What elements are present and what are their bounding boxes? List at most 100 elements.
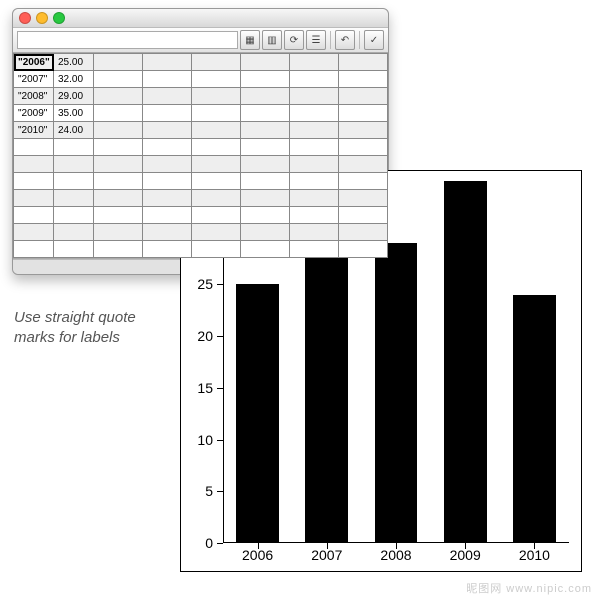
cell[interactable] — [54, 224, 94, 241]
cell[interactable] — [241, 173, 290, 190]
cell[interactable] — [94, 224, 143, 241]
cell[interactable] — [143, 105, 192, 122]
cell[interactable] — [290, 105, 339, 122]
table-row[interactable] — [14, 156, 388, 173]
cell[interactable] — [192, 241, 241, 258]
cell[interactable] — [339, 173, 388, 190]
cell[interactable] — [94, 54, 143, 71]
cell[interactable] — [290, 71, 339, 88]
cell[interactable] — [241, 207, 290, 224]
cell[interactable] — [192, 207, 241, 224]
cell[interactable] — [241, 122, 290, 139]
close-icon[interactable] — [19, 12, 31, 24]
minimize-icon[interactable] — [36, 12, 48, 24]
cell[interactable] — [14, 224, 54, 241]
cell[interactable] — [241, 190, 290, 207]
table-row[interactable]: "2009"35.00 — [14, 105, 388, 122]
cell[interactable] — [241, 241, 290, 258]
cell[interactable] — [143, 71, 192, 88]
cell[interactable] — [54, 241, 94, 258]
rotate-icon[interactable]: ⟳ — [284, 30, 304, 50]
grid-area[interactable]: "2006"25.00"2007"32.00"2008"29.00"2009"3… — [13, 53, 388, 259]
cell[interactable]: 35.00 — [54, 105, 94, 122]
cell[interactable] — [290, 241, 339, 258]
cell[interactable] — [94, 122, 143, 139]
cell[interactable] — [143, 190, 192, 207]
cell[interactable] — [192, 88, 241, 105]
cell[interactable] — [94, 173, 143, 190]
table-row[interactable]: "2007"32.00 — [14, 71, 388, 88]
cell[interactable] — [339, 224, 388, 241]
cell[interactable] — [339, 71, 388, 88]
cell[interactable] — [54, 139, 94, 156]
grid-icon[interactable]: ▦ — [240, 30, 260, 50]
cell[interactable] — [290, 224, 339, 241]
check-icon[interactable]: ✓ — [364, 30, 384, 50]
cell[interactable] — [14, 190, 54, 207]
table-row[interactable] — [14, 241, 388, 258]
zoom-icon[interactable] — [53, 12, 65, 24]
cell[interactable] — [339, 54, 388, 71]
cell[interactable] — [14, 241, 54, 258]
cell[interactable] — [339, 207, 388, 224]
cell[interactable] — [339, 190, 388, 207]
cell[interactable] — [14, 156, 54, 173]
table-row[interactable]: "2010"24.00 — [14, 122, 388, 139]
cell[interactable] — [192, 190, 241, 207]
table-row[interactable] — [14, 139, 388, 156]
cell[interactable] — [290, 54, 339, 71]
table-row[interactable] — [14, 190, 388, 207]
cell[interactable] — [94, 88, 143, 105]
cell[interactable] — [143, 54, 192, 71]
cell[interactable] — [143, 139, 192, 156]
cell[interactable] — [54, 173, 94, 190]
cell[interactable] — [94, 190, 143, 207]
table-row[interactable] — [14, 224, 388, 241]
cell[interactable] — [54, 207, 94, 224]
cell[interactable] — [339, 122, 388, 139]
cell[interactable]: 32.00 — [54, 71, 94, 88]
cell[interactable] — [94, 241, 143, 258]
cell[interactable] — [143, 224, 192, 241]
cell[interactable] — [241, 105, 290, 122]
cell[interactable] — [241, 54, 290, 71]
cell[interactable] — [290, 207, 339, 224]
cell[interactable]: "2007" — [14, 71, 54, 88]
cell[interactable] — [290, 173, 339, 190]
cell[interactable] — [290, 156, 339, 173]
cell[interactable] — [14, 139, 54, 156]
cell[interactable]: 25.00 — [54, 54, 94, 71]
cell[interactable] — [339, 88, 388, 105]
table-row[interactable]: "2008"29.00 — [14, 88, 388, 105]
cell[interactable] — [94, 139, 143, 156]
table-row[interactable] — [14, 173, 388, 190]
undo-icon[interactable]: ↶ — [335, 30, 355, 50]
cell[interactable] — [192, 71, 241, 88]
columns-icon[interactable]: ▥ — [262, 30, 282, 50]
cell[interactable] — [241, 71, 290, 88]
cell[interactable] — [14, 173, 54, 190]
cell[interactable] — [143, 241, 192, 258]
cell[interactable] — [192, 156, 241, 173]
formula-input[interactable] — [17, 31, 238, 49]
cell[interactable] — [290, 139, 339, 156]
cell[interactable] — [241, 139, 290, 156]
window-titlebar[interactable] — [13, 9, 388, 28]
cell[interactable] — [290, 88, 339, 105]
cell[interactable] — [94, 156, 143, 173]
cell[interactable] — [143, 88, 192, 105]
cell[interactable] — [192, 224, 241, 241]
cell[interactable] — [339, 156, 388, 173]
cell[interactable] — [241, 88, 290, 105]
cell[interactable] — [94, 71, 143, 88]
table-row[interactable] — [14, 207, 388, 224]
table-row[interactable]: "2006"25.00 — [14, 54, 388, 71]
spreadsheet-table[interactable]: "2006"25.00"2007"32.00"2008"29.00"2009"3… — [13, 53, 388, 258]
cell[interactable]: 29.00 — [54, 88, 94, 105]
cell[interactable] — [339, 241, 388, 258]
cell[interactable] — [192, 122, 241, 139]
cell[interactable] — [192, 173, 241, 190]
cell[interactable] — [94, 207, 143, 224]
cell[interactable] — [143, 156, 192, 173]
cell[interactable] — [54, 190, 94, 207]
